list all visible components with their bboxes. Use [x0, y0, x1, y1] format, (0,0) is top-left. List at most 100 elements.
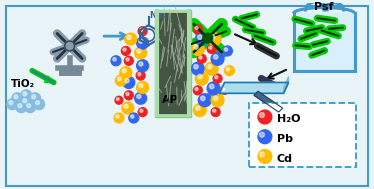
Circle shape	[193, 86, 202, 95]
Circle shape	[211, 35, 215, 40]
Polygon shape	[294, 13, 354, 70]
Text: AP: AP	[162, 95, 179, 105]
Circle shape	[211, 52, 224, 65]
Circle shape	[25, 102, 36, 113]
Circle shape	[18, 104, 22, 108]
Circle shape	[224, 48, 228, 51]
Circle shape	[114, 113, 124, 123]
Circle shape	[115, 96, 123, 104]
Circle shape	[36, 101, 40, 105]
Circle shape	[258, 130, 272, 144]
Circle shape	[214, 96, 218, 101]
Circle shape	[129, 113, 139, 123]
Text: Pb: Pb	[277, 134, 293, 144]
Circle shape	[193, 25, 202, 34]
Circle shape	[137, 94, 141, 99]
Circle shape	[260, 113, 264, 118]
Circle shape	[137, 81, 148, 93]
Circle shape	[138, 73, 141, 76]
Circle shape	[138, 27, 147, 36]
Circle shape	[139, 62, 143, 66]
Circle shape	[139, 39, 143, 43]
Circle shape	[123, 77, 135, 88]
Text: Psf: Psf	[314, 2, 334, 12]
Circle shape	[226, 67, 230, 71]
Circle shape	[122, 69, 126, 73]
Circle shape	[211, 94, 224, 107]
Circle shape	[136, 71, 145, 80]
Circle shape	[193, 104, 206, 116]
Circle shape	[127, 35, 131, 39]
Circle shape	[197, 54, 206, 63]
Circle shape	[21, 97, 32, 108]
Circle shape	[213, 109, 216, 112]
Circle shape	[211, 108, 220, 116]
Circle shape	[197, 35, 202, 40]
Circle shape	[260, 152, 264, 157]
Circle shape	[116, 115, 119, 118]
Circle shape	[122, 46, 130, 55]
Circle shape	[209, 84, 214, 89]
Circle shape	[122, 102, 134, 114]
Circle shape	[207, 45, 216, 53]
Circle shape	[205, 62, 218, 75]
Circle shape	[138, 108, 147, 116]
Circle shape	[223, 46, 232, 56]
Circle shape	[117, 77, 121, 81]
Circle shape	[224, 66, 234, 76]
Circle shape	[32, 95, 36, 99]
Circle shape	[9, 101, 13, 105]
Circle shape	[30, 93, 40, 104]
Circle shape	[120, 67, 132, 79]
Circle shape	[23, 99, 27, 103]
Circle shape	[194, 64, 198, 69]
Text: NH₂: NH₂	[150, 11, 167, 20]
Circle shape	[124, 104, 128, 108]
Circle shape	[126, 58, 129, 61]
Circle shape	[208, 33, 221, 46]
Circle shape	[65, 41, 74, 51]
Circle shape	[137, 60, 148, 72]
Circle shape	[195, 88, 198, 91]
Circle shape	[191, 62, 204, 75]
Circle shape	[140, 109, 143, 112]
Circle shape	[207, 82, 220, 95]
Circle shape	[221, 86, 229, 94]
Bar	[156, 9, 191, 117]
Polygon shape	[283, 77, 289, 93]
Circle shape	[14, 95, 18, 99]
Circle shape	[135, 92, 147, 104]
Circle shape	[213, 74, 222, 83]
Text: H₂O: H₂O	[277, 114, 300, 124]
Circle shape	[137, 49, 141, 53]
Circle shape	[215, 76, 218, 79]
Circle shape	[194, 45, 198, 49]
Circle shape	[137, 37, 148, 49]
Text: Cd: Cd	[277, 154, 293, 164]
Circle shape	[139, 84, 143, 88]
Circle shape	[198, 94, 211, 107]
Bar	[157, 12, 189, 115]
FancyBboxPatch shape	[249, 103, 356, 167]
Circle shape	[125, 56, 133, 65]
Circle shape	[125, 33, 137, 45]
Circle shape	[195, 72, 208, 85]
Circle shape	[196, 106, 200, 110]
Circle shape	[16, 102, 27, 113]
Text: TiO₂: TiO₂	[10, 79, 35, 89]
Circle shape	[34, 99, 45, 110]
Circle shape	[21, 90, 32, 101]
Circle shape	[125, 91, 133, 100]
Circle shape	[12, 93, 23, 104]
Circle shape	[111, 56, 121, 66]
Circle shape	[197, 74, 202, 79]
Circle shape	[203, 33, 213, 43]
Circle shape	[116, 75, 126, 86]
Circle shape	[113, 58, 116, 61]
Circle shape	[200, 96, 205, 101]
Circle shape	[191, 43, 204, 55]
Circle shape	[116, 98, 119, 100]
Circle shape	[209, 46, 212, 49]
Circle shape	[7, 99, 18, 110]
Circle shape	[123, 48, 126, 51]
